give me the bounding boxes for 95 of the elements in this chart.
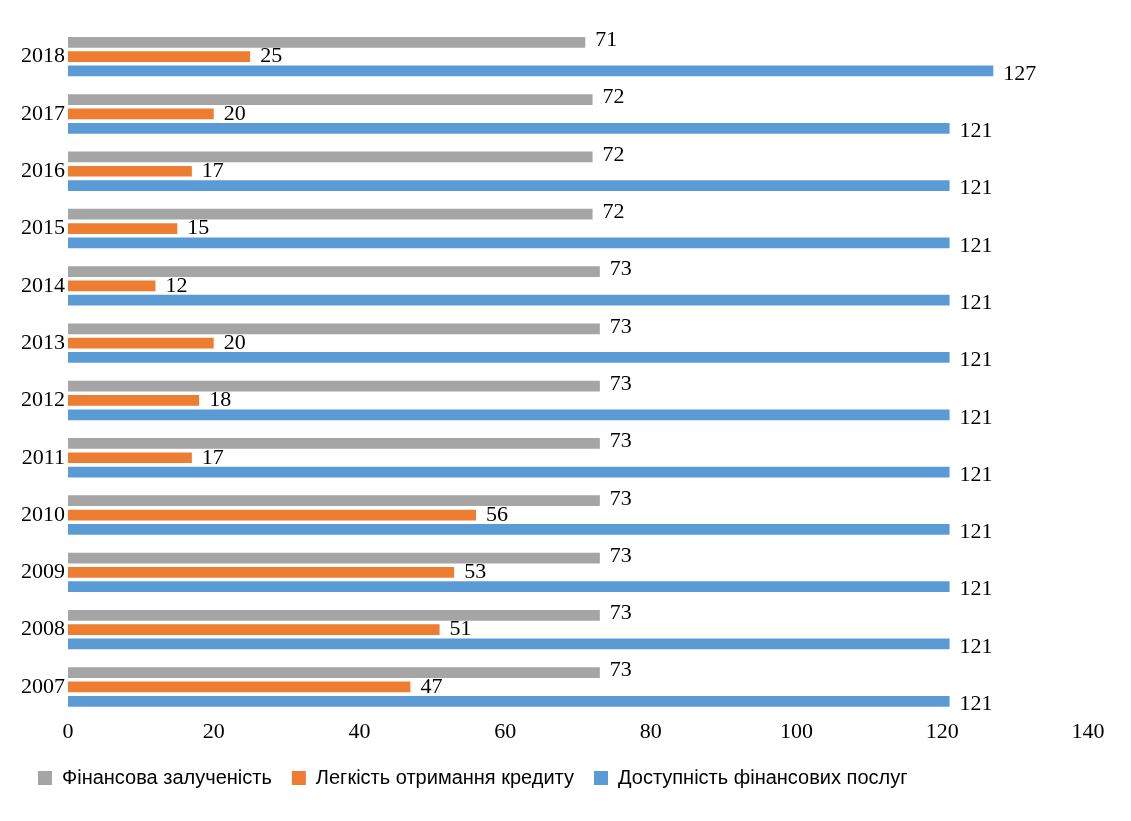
bar [68,294,950,306]
legend-label: Легкість отримання кредиту [315,765,575,788]
data-label: 17 [201,157,224,183]
data-label: 121 [959,346,993,372]
data-label: 71 [595,26,618,52]
data-label: 51 [449,615,472,641]
data-label: 73 [609,484,632,510]
data-label: 73 [609,369,632,395]
x-tick-label: 120 [925,717,959,743]
data-label: 15 [187,214,210,240]
bar [68,624,440,636]
bar [68,409,950,421]
bar [68,352,950,363]
bar [68,638,950,650]
data-label: 73 [609,599,632,625]
data-label: 73 [609,656,632,682]
data-label: 47 [420,672,443,698]
bar [68,280,156,292]
y-tick-label: 2008 [21,615,65,641]
data-label: 20 [223,99,246,125]
x-tick-label: 40 [348,717,371,743]
bar [68,524,950,535]
bar [68,552,600,564]
bar [68,266,600,277]
y-tick-label: 2011 [21,443,65,469]
bar [68,51,251,63]
data-label: 73 [609,312,632,338]
data-label: 121 [959,403,993,429]
bar [68,36,586,48]
x-tick-label: 0 [62,717,74,743]
bar [68,165,192,177]
y-tick-label: 2010 [21,500,65,526]
bar [68,566,455,578]
bar [68,380,600,392]
data-label: 121 [959,632,993,658]
bar [68,609,600,621]
y-tick-label: 2015 [21,214,65,240]
data-label: 73 [609,427,632,453]
legend-label: Фінансова залученість [62,765,272,788]
data-label: 72 [602,83,625,109]
bar [68,223,178,234]
data-label: 72 [602,198,625,224]
data-label: 121 [959,690,993,716]
data-label: 121 [959,575,993,601]
bar [68,122,950,134]
bar [68,581,950,593]
bar [68,438,600,449]
bar [68,495,600,507]
data-label: 12 [165,271,188,297]
y-tick-label: 2014 [21,271,65,297]
y-tick-label: 2012 [21,386,65,412]
bar [68,695,950,707]
bar [68,94,593,105]
bar [68,208,593,220]
bar [68,395,200,406]
data-label: 73 [609,541,632,567]
bar [68,681,411,693]
y-tick-label: 2016 [21,157,65,183]
data-label: 121 [959,460,993,486]
data-label: 121 [959,288,993,314]
y-tick-label: 2007 [21,672,65,698]
bar [68,237,950,249]
bar [68,667,600,678]
bar [68,452,192,464]
data-label: 56 [486,500,508,526]
legend-label: Доступність фінансових послуг [618,765,908,788]
data-label: 127 [1003,59,1037,85]
x-tick-label: 80 [639,717,662,743]
data-label: 121 [959,174,993,200]
data-label: 17 [201,443,224,469]
bar [68,151,593,163]
y-tick-label: 2009 [21,558,65,584]
data-label: 121 [959,117,993,143]
x-tick-label: 100 [780,717,814,743]
y-tick-label: 2017 [21,99,65,125]
bar [68,337,214,349]
x-tick-label: 20 [202,717,225,743]
data-label: 121 [959,231,993,257]
bar [68,323,600,335]
x-tick-label: 140 [1071,717,1105,743]
data-label: 73 [609,255,632,281]
data-label: 53 [464,558,487,584]
bar [68,466,950,478]
y-tick-label: 2018 [21,42,65,68]
data-label: 121 [959,518,993,544]
bar [68,65,994,77]
data-label: 72 [602,140,625,166]
bar [68,180,950,191]
y-tick-label: 2013 [21,328,65,354]
data-label: 25 [260,42,283,68]
bar [68,509,476,521]
data-label: 20 [223,328,246,354]
data-label: 18 [209,386,232,412]
bar [68,108,214,120]
x-tick-label: 60 [494,717,517,743]
